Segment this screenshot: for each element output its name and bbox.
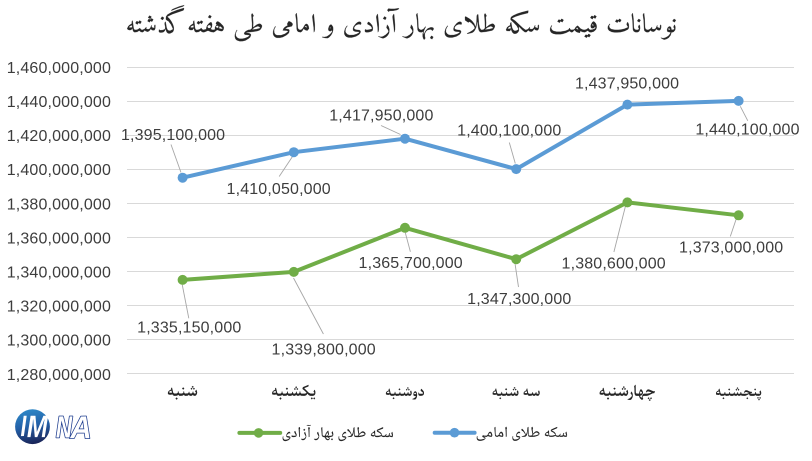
svg-text:1,339,800,000: 1,339,800,000 xyxy=(272,342,376,359)
svg-text:1,280,000,000: 1,280,000,000 xyxy=(7,367,111,384)
svg-text:1,373,000,000: 1,373,000,000 xyxy=(679,240,783,257)
svg-text:1,380,000,000: 1,380,000,000 xyxy=(7,196,111,213)
svg-text:1,335,150,000: 1,335,150,000 xyxy=(137,320,241,337)
svg-text:1,460,000,000: 1,460,000,000 xyxy=(7,60,111,77)
svg-text:1,417,950,000: 1,417,950,000 xyxy=(329,107,433,124)
svg-text:1,380,600,000: 1,380,600,000 xyxy=(562,255,666,272)
svg-text:1,400,100,000: 1,400,100,000 xyxy=(457,122,561,139)
svg-text:1,400,000,000: 1,400,000,000 xyxy=(7,162,111,179)
svg-text:1,440,000,000: 1,440,000,000 xyxy=(7,94,111,111)
svg-text:1,365,700,000: 1,365,700,000 xyxy=(359,255,463,272)
svg-text:1,440,100,000: 1,440,100,000 xyxy=(695,122,799,139)
svg-text:1,340,000,000: 1,340,000,000 xyxy=(7,265,111,282)
svg-text:1,437,950,000: 1,437,950,000 xyxy=(575,76,679,93)
svg-text:1,320,000,000: 1,320,000,000 xyxy=(7,299,111,316)
svg-text:1,420,000,000: 1,420,000,000 xyxy=(7,128,111,145)
svg-text:1,410,050,000: 1,410,050,000 xyxy=(227,181,331,198)
svg-text:1,300,000,000: 1,300,000,000 xyxy=(7,333,111,350)
svg-text:1,395,100,000: 1,395,100,000 xyxy=(121,127,225,144)
svg-text:1,347,300,000: 1,347,300,000 xyxy=(467,291,571,308)
svg-text:1,360,000,000: 1,360,000,000 xyxy=(7,230,111,247)
